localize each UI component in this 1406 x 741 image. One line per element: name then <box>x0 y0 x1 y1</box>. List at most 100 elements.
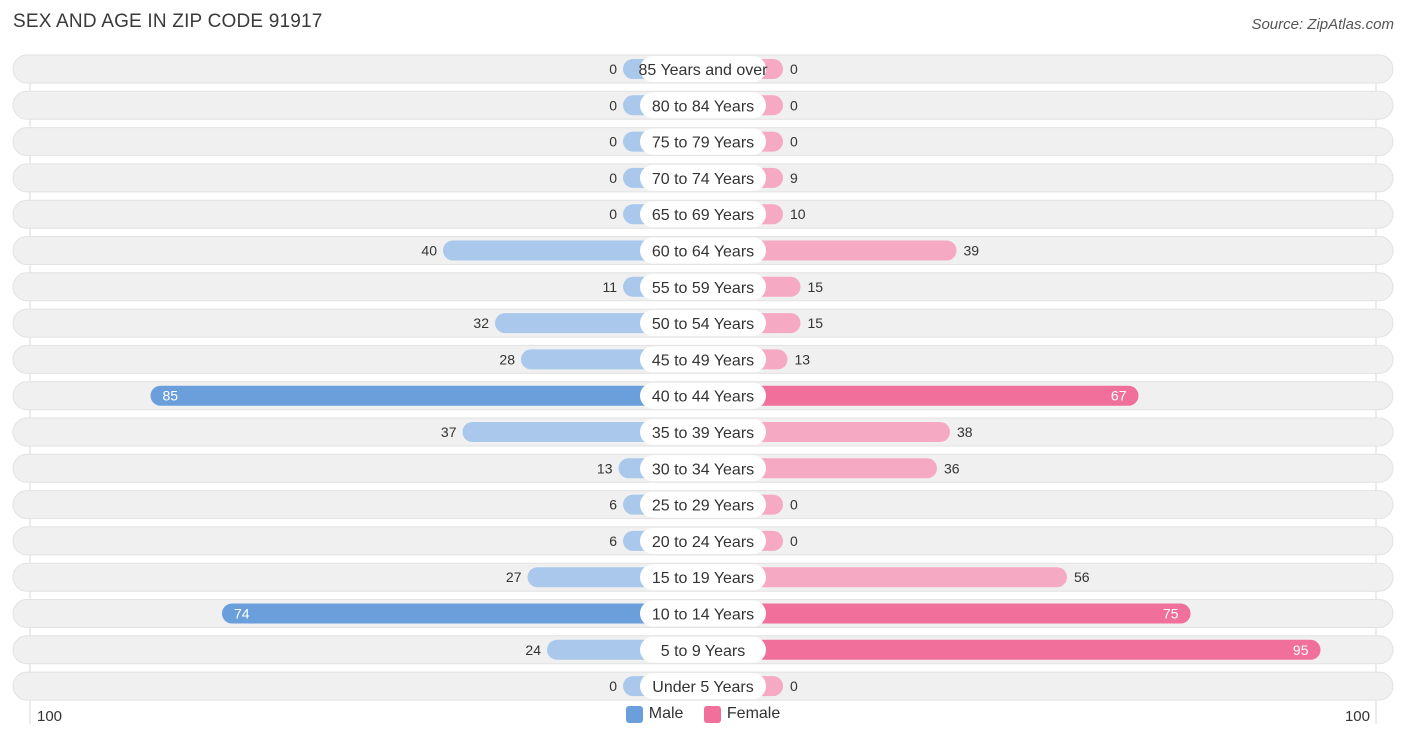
female-bar <box>703 603 1191 624</box>
female-bar <box>703 639 1321 660</box>
male-value-label: 0 <box>609 678 617 694</box>
female-value-label: 0 <box>790 497 798 513</box>
legend-male-label: Male <box>648 705 684 722</box>
male-value-label: 13 <box>597 460 613 476</box>
category-label-pill <box>640 564 766 591</box>
axis-right-max-label: 100 <box>1344 708 1370 725</box>
category-label: 25 to 29 Years <box>652 498 754 515</box>
male-bar <box>222 603 703 624</box>
female-value-label: 39 <box>964 243 980 259</box>
category-label-pill <box>640 237 766 264</box>
category-label: 70 to 74 Years <box>652 171 754 188</box>
female-bar <box>703 567 1067 588</box>
row-0: 85 Years and over 0 0 <box>12 54 1394 84</box>
male-value-label: 40 <box>421 243 437 259</box>
male-value-label: 0 <box>609 61 617 77</box>
category-label-pill <box>640 273 766 300</box>
category-label-pill <box>640 56 766 82</box>
axis-left-max-label: 100 <box>37 708 63 725</box>
male-bar <box>443 240 703 261</box>
female-bar <box>703 240 957 261</box>
legend: Male Female <box>0 705 1406 728</box>
category-label-pill <box>640 419 766 445</box>
row-17: Under 5 Years 0 0 <box>12 671 1394 701</box>
row-11: 30 to 34 Years 13 36 <box>12 453 1394 483</box>
male-value-label: 37 <box>441 424 457 440</box>
female-value-label: 56 <box>1074 569 1090 585</box>
female-value-label: 0 <box>790 678 798 694</box>
category-label: 10 to 14 Years <box>652 607 754 624</box>
category-label-pill <box>640 600 766 627</box>
category-label: 75 to 79 Years <box>652 135 754 152</box>
legend-item-female[interactable]: Female <box>703 705 781 723</box>
row-5: 60 to 64 Years 40 39 <box>12 236 1394 265</box>
male-value-label: 24 <box>525 642 541 658</box>
row-6: 55 to 59 Years 11 15 <box>12 272 1394 302</box>
row-2: 75 to 79 Years 0 0 <box>12 127 1394 157</box>
category-label: 5 to 9 Years <box>661 643 746 660</box>
source-note: Source: ZipAtlas.com <box>1251 16 1394 33</box>
category-label-pill <box>640 92 766 119</box>
female-value-label: 10 <box>790 206 806 222</box>
male-value-label: 11 <box>602 279 617 295</box>
category-label-pill <box>640 455 766 482</box>
male-swatch-icon <box>625 705 643 723</box>
female-value-label: 15 <box>808 315 824 331</box>
legend-item-male[interactable]: Male <box>625 705 684 723</box>
female-value-label: 0 <box>790 134 798 150</box>
row-15: 10 to 14 Years 74 75 <box>12 599 1394 628</box>
category-label: 35 to 39 Years <box>652 425 754 442</box>
row-4: 65 to 69 Years 0 10 <box>12 199 1394 229</box>
category-label-pill <box>640 164 766 191</box>
category-label-pill <box>640 201 766 228</box>
category-label-pill <box>640 636 766 663</box>
female-value-label: 36 <box>944 460 960 476</box>
chart-title: SEX AND AGE IN ZIP CODE 91917 <box>13 11 323 32</box>
category-label-pill <box>640 491 766 518</box>
legend-female-label: Female <box>726 705 781 722</box>
category-label: 65 to 69 Years <box>652 207 754 224</box>
male-value-label: 27 <box>506 569 522 585</box>
category-label: 85 Years and over <box>639 62 769 79</box>
category-label: 30 to 34 Years <box>652 461 754 478</box>
row-14: 15 to 19 Years 27 56 <box>12 562 1394 592</box>
male-bar <box>150 385 703 406</box>
row-1: 80 to 84 Years 0 0 <box>12 90 1394 120</box>
row-13: 20 to 24 Years 6 0 <box>12 526 1394 556</box>
category-label-pill <box>640 527 766 554</box>
category-label: 40 to 44 Years <box>652 389 754 406</box>
category-label: 45 to 49 Years <box>652 352 754 369</box>
male-value-label: 6 <box>609 533 617 549</box>
row-12: 25 to 29 Years 6 0 <box>12 490 1394 520</box>
category-label-pill <box>640 346 766 373</box>
male-value-label: 6 <box>609 497 617 513</box>
category-label-pill <box>640 382 766 409</box>
category-label: Under 5 Years <box>652 679 753 696</box>
row-10: 35 to 39 Years 37 38 <box>12 417 1394 447</box>
female-value-label: 95 <box>1293 642 1309 658</box>
male-value-label: 28 <box>499 351 515 367</box>
male-value-label: 0 <box>609 134 617 150</box>
female-value-label: 67 <box>1111 388 1127 404</box>
row-3: 70 to 74 Years 0 9 <box>12 163 1394 193</box>
row-7: 50 to 54 Years 32 15 <box>12 308 1394 338</box>
category-label: 15 to 19 Years <box>652 570 754 587</box>
category-label: 50 to 54 Years <box>652 316 754 333</box>
male-value-label: 0 <box>609 170 617 186</box>
category-label-pill <box>640 310 766 337</box>
row-8: 45 to 49 Years 28 13 <box>12 344 1394 374</box>
female-value-label: 9 <box>790 170 798 186</box>
category-label-pill <box>640 673 766 700</box>
male-value-label: 32 <box>473 315 489 331</box>
category-label-pill <box>640 128 766 155</box>
male-value-label: 0 <box>609 97 617 113</box>
category-label: 20 to 24 Years <box>652 534 754 551</box>
female-bar <box>703 385 1139 406</box>
female-value-label: 0 <box>790 97 798 113</box>
female-value-label: 0 <box>790 61 798 77</box>
row-9: 40 to 44 Years 85 67 <box>12 381 1394 411</box>
female-value-label: 13 <box>795 351 811 367</box>
female-value-label: 75 <box>1163 606 1179 622</box>
row-16: 5 to 9 Years 24 95 <box>12 635 1394 665</box>
